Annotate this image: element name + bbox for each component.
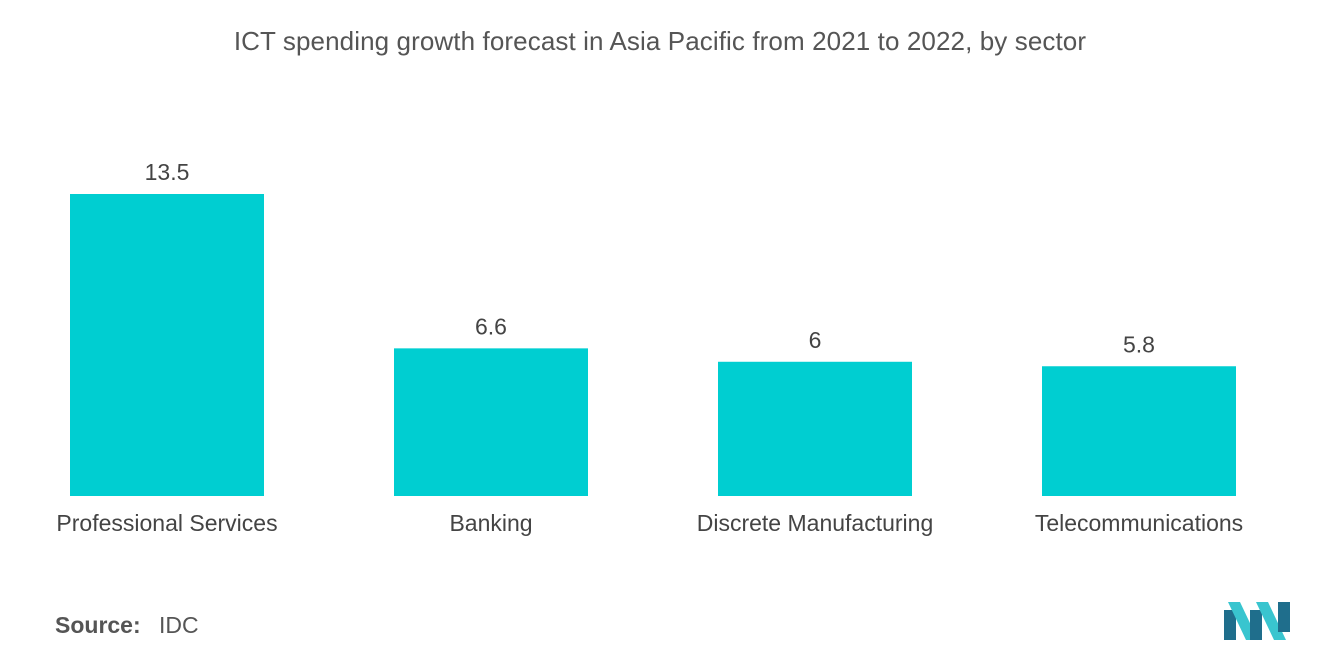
bar-discrete-manufacturing [718, 361, 912, 496]
category-label-discrete-manufacturing: Discrete Manufacturing [697, 510, 934, 536]
chart-title: ICT spending growth forecast in Asia Pac… [233, 26, 1087, 56]
bars-group [70, 194, 1236, 496]
mordor-intelligence-logo-icon [1224, 602, 1290, 640]
logo-shape-mid [1250, 610, 1262, 640]
source-value: IDC [159, 612, 199, 638]
category-label-telecommunications: Telecommunications [1035, 510, 1243, 536]
bar-chart: 13.5 6.6 6 5.8 Professional Services Banking… [56, 159, 1243, 536]
logo-shape-left [1224, 610, 1236, 640]
category-label-banking: Banking [449, 510, 532, 536]
category-labels-group: Professional Services Banking Discrete Man… [56, 510, 1243, 536]
bar-telecommunications [1042, 366, 1236, 496]
value-label-discrete-manufacturing: 6 [809, 327, 822, 353]
logo-shape-right [1278, 602, 1290, 632]
value-label-banking: 6.6 [475, 313, 507, 339]
source-label: Source: [55, 612, 141, 638]
category-label-professional-services: Professional Services [56, 510, 277, 536]
bar-banking [394, 348, 588, 496]
value-label-professional-services: 13.5 [145, 159, 190, 185]
bar-professional-services [70, 194, 264, 496]
source-note: Source: IDC [55, 612, 199, 639]
value-labels-group: 13.5 6.6 6 5.8 [145, 159, 1155, 357]
value-label-telecommunications: 5.8 [1123, 331, 1155, 357]
